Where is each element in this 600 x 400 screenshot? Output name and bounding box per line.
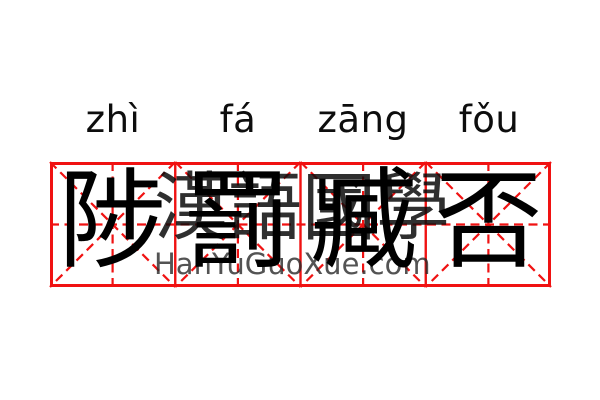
- hanzi-character-4: 否: [434, 158, 543, 284]
- mizige-grid-lines: [49, 161, 552, 288]
- pinyin-syllable-2: fá: [219, 98, 257, 141]
- pinyin-syllable-1: zhì: [85, 98, 141, 141]
- character-grid: 漢語國學 HanYuGuoXue.com 陟 罰 臧 否: [49, 158, 552, 288]
- hanzi-character-2: 罰: [183, 158, 292, 284]
- pinyin-syllable-3: zāng: [317, 98, 409, 141]
- pinyin-syllable-4: fǒu: [458, 98, 520, 141]
- hanzi-character-1: 陟: [58, 158, 167, 284]
- hanzi-character-3: 臧: [309, 158, 418, 284]
